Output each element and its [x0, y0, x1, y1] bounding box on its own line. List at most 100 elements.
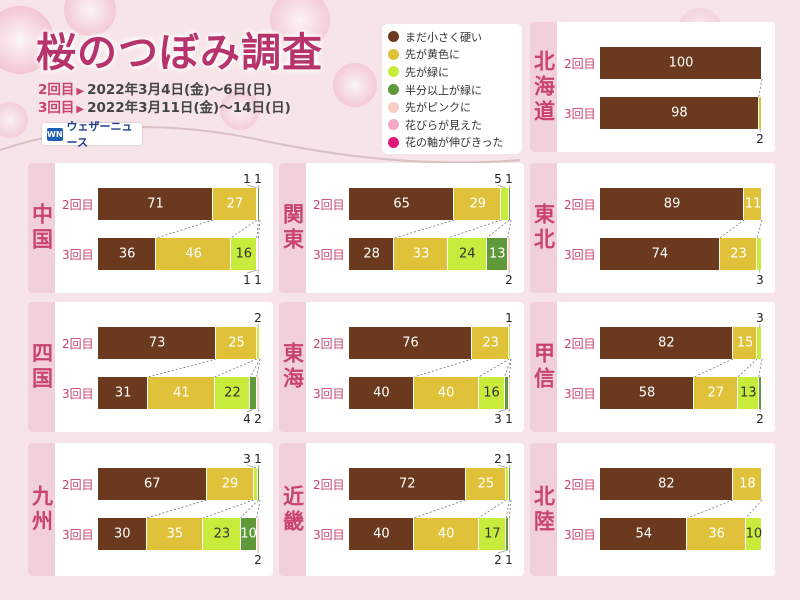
bar-segment: [413, 518, 479, 550]
data-label: 1: [243, 172, 251, 186]
region-name-tab: 東海: [279, 302, 306, 432]
round-2-label: 2回目: [38, 82, 75, 98]
round-2-dates: 2022年3月4日(金)〜6日(日): [87, 82, 273, 98]
bar-segment: [206, 468, 254, 500]
data-label: 1: [254, 172, 262, 186]
legend-item: 花の軸が伸びきった: [388, 134, 522, 152]
bar-segment: [256, 238, 259, 270]
region-name: 中国: [29, 203, 54, 253]
bar-segment: [98, 468, 207, 500]
legend-swatch: [388, 84, 399, 96]
boundary-connector-line: [508, 499, 512, 519]
bar-segment: [98, 238, 157, 270]
bar-segment: [486, 238, 508, 270]
boundary-connector-line: [758, 358, 763, 378]
boundary-connector-line: [687, 499, 733, 519]
bar-segment: [758, 97, 762, 129]
region-name-tab: 関東: [279, 163, 306, 293]
round-3-label: 3回目: [38, 100, 75, 116]
round-2-date-line: 2回目 ▶ 2022年3月4日(金)〜6日(日): [38, 78, 272, 98]
data-label: 3: [756, 273, 764, 287]
region-panel: 東海 2回目 76 23 1 3回目 40 40 16 3 1: [279, 302, 524, 432]
legend-swatch: [388, 31, 399, 43]
data-label: 1: [505, 172, 513, 186]
bar-segment: [349, 518, 414, 550]
bar-segment: [250, 377, 257, 409]
region-panel: 北海道 2回目 100 3回目 98 2: [530, 22, 775, 152]
legend-swatch: [388, 101, 399, 113]
data-label: 3: [243, 452, 251, 466]
legend-item: 先が黄色に: [388, 46, 522, 64]
bar-segment: [203, 518, 241, 550]
region-name-tab: 甲信: [530, 302, 557, 432]
bar-segment: [504, 377, 510, 409]
region-name-tab: 東北: [530, 163, 557, 293]
row-label: 2回目: [564, 478, 596, 492]
bar-segment: [394, 238, 448, 270]
data-label: 1: [505, 412, 513, 426]
legend-label: まだ小さく硬い: [405, 30, 482, 44]
boundary-connector-line: [256, 358, 261, 378]
bar-segment: [349, 468, 466, 500]
connector-lines: [687, 499, 763, 519]
bar-segment: [509, 327, 511, 359]
region-panel: 東北 2回目 89 11 3回目 74 23 3: [530, 163, 775, 293]
region-name-tab: 四国: [28, 302, 55, 432]
bar-segment: [454, 188, 502, 220]
bar-segment: [745, 518, 762, 550]
data-label: 1: [254, 452, 262, 466]
region-name-tab: 近畿: [279, 443, 306, 576]
region-panel: 北陸 2回目 82 18 3回目 54 36 10: [530, 443, 775, 576]
connector-lines: [156, 184, 261, 274]
connector-lines: [693, 323, 763, 413]
bar-segment: [349, 238, 395, 270]
boundary-connector-line: [156, 219, 214, 239]
connector-lines: [413, 323, 512, 413]
round-3-dates: 2022年3月11日(金)〜14日(日): [87, 100, 291, 116]
boundary-connector-line: [508, 358, 512, 378]
data-label: 2: [494, 553, 502, 567]
data-label: 1: [243, 273, 251, 287]
connector-lines: [719, 219, 763, 274]
bar-segment: [478, 518, 507, 550]
data-label: 1: [505, 452, 513, 466]
bar-segment: [258, 238, 260, 270]
boundary-connector-line: [478, 499, 507, 519]
legend-label: 半分以上が緑に: [405, 83, 482, 97]
bar-segment: [509, 377, 511, 409]
boundary-connector-line: [214, 358, 257, 378]
legend-swatch: [388, 119, 399, 131]
boundary-connector-line: [230, 219, 257, 239]
bar-segment: [744, 188, 762, 220]
bar-segment: [258, 188, 260, 220]
bar-segment: [472, 327, 510, 359]
row-label: 3回目: [564, 528, 596, 542]
region-name-tab: 北海道: [530, 22, 557, 152]
connector-lines: [148, 323, 261, 413]
data-label: 3: [494, 412, 502, 426]
region-panel: 関東 2回目 65 29 5 1 3回目 28 33 24 13 2: [279, 163, 524, 293]
legend-label: 先が黄色に: [405, 48, 460, 62]
bar-segment: [509, 518, 511, 550]
bar-segment: [98, 518, 147, 550]
bar-segment: [447, 238, 487, 270]
bar-segment: [757, 327, 762, 359]
bar-segment: [156, 238, 231, 270]
bar-segment: [506, 518, 510, 550]
bar-segment: [478, 377, 505, 409]
boundary-connector-line: [447, 219, 502, 239]
region-panel: 中国 2回目 71 27 1 1 3回目 36 46 16 1 1: [28, 163, 273, 293]
bar-segment: [256, 188, 259, 220]
region-panel: 甲信 2回目 82 15 3 3回目 58 27 13 2: [530, 302, 775, 432]
boundary-connector-line: [256, 219, 259, 239]
legend-label: 花の軸が伸びきった: [405, 136, 504, 150]
region-panel: 九州 2回目 67 29 3 1 3回目 30 35 23 10 2: [28, 443, 273, 576]
bar-segment: [600, 377, 694, 409]
bar-segment: [687, 518, 746, 550]
row-label: 2回目: [62, 198, 94, 212]
round-3-date-line: 3回目 ▶ 2022年3月11日(金)〜14日(日): [38, 96, 291, 116]
connector-lines: [146, 464, 261, 554]
legend-item: 先がピンクに: [388, 98, 522, 116]
bar-segment: [600, 518, 688, 550]
bar-segment: [757, 238, 762, 270]
